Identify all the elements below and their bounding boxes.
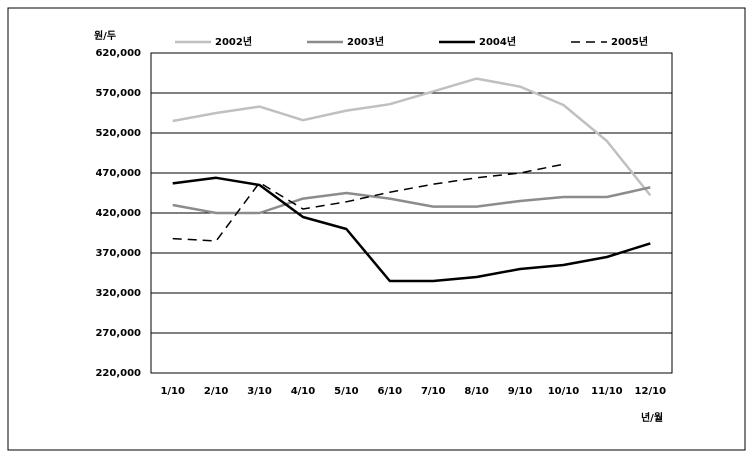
x-tick-label: 8/10 [464,386,489,397]
y-tick-label: 570,000 [95,88,141,99]
series-line [172,163,564,242]
x-tick-label: 2/10 [204,386,229,397]
legend-label: 2005년 [611,35,648,48]
x-tick-label: 9/10 [508,386,533,397]
x-tick-label: 3/10 [247,386,272,397]
series-line [172,77,652,197]
y-tick-label: 420,000 [95,208,141,219]
legend-label: 2002년 [215,35,252,48]
series-line [172,186,651,215]
series-line [172,176,651,283]
x-axis-label: 년/월 [641,411,663,424]
y-tick-label: 270,000 [95,328,141,339]
x-tick-label: 4/10 [291,386,316,397]
x-tick-label: 1/10 [160,386,185,397]
x-tick-label: 11/10 [591,386,623,397]
legend-label: 2003년 [347,35,384,48]
frame [7,7,746,451]
plot-border [150,52,673,374]
x-tick-label: 10/10 [548,386,580,397]
y-tick-label: 620,000 [95,48,141,59]
y-tick-label: 370,000 [95,248,141,259]
legend-label: 2004년 [479,35,516,48]
x-tick-label: 5/10 [334,386,359,397]
y-tick-label: 470,000 [95,168,141,179]
y-tick-label: 320,000 [95,288,141,299]
y-axis-label: 원/두 [94,29,116,42]
x-tick-label: 12/10 [635,386,667,397]
x-tick-label: 6/10 [378,386,403,397]
x-tick-label: 7/10 [421,386,446,397]
y-tick-label: 520,000 [95,128,141,139]
y-tick-label: 220,000 [95,368,141,379]
